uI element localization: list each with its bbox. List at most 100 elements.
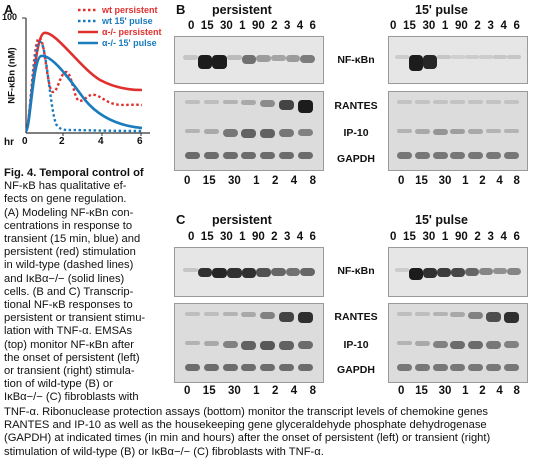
panel-a-letter: A bbox=[4, 2, 14, 17]
gel-lanes-gapdh bbox=[185, 364, 313, 371]
figure-caption: Fig. 4. Temporal control of NF-κB has qu… bbox=[4, 167, 164, 405]
panel-c-label-rantes: RANTES bbox=[334, 311, 378, 323]
panel-a-y-tick: 100 bbox=[2, 12, 18, 22]
band bbox=[300, 268, 316, 276]
wt-pulse-curve bbox=[24, 40, 143, 133]
time-label: 0 bbox=[390, 231, 397, 243]
band bbox=[423, 55, 437, 69]
caption-line: persistent or transient stimu- bbox=[4, 312, 146, 325]
panel-b-label-rantes: RANTES bbox=[334, 100, 378, 112]
band bbox=[279, 312, 295, 322]
band bbox=[450, 364, 466, 371]
panel-c-label-ip10: IP-10 bbox=[343, 339, 369, 351]
panel-a-x-tick-6: 6 bbox=[137, 136, 143, 147]
gel-lanes-rantes bbox=[185, 312, 313, 323]
time-label: 0 bbox=[188, 231, 195, 243]
panel-c-label-emsa: NF-κBn bbox=[337, 265, 375, 277]
panel-a-x-label: hr bbox=[4, 137, 14, 148]
caption-line: in wild-type (dashed lines) bbox=[4, 259, 134, 272]
band bbox=[222, 364, 238, 371]
band bbox=[203, 341, 219, 346]
band bbox=[197, 268, 213, 277]
band bbox=[241, 100, 257, 105]
time-label: 30 bbox=[438, 385, 452, 397]
gel-lanes bbox=[395, 55, 521, 71]
time-label: 1 bbox=[239, 231, 246, 243]
band bbox=[503, 152, 519, 159]
band bbox=[414, 312, 430, 316]
alpha-pulse-curve bbox=[24, 54, 143, 133]
panel-a-plot bbox=[22, 17, 150, 136]
band bbox=[185, 100, 200, 104]
band bbox=[203, 100, 219, 104]
time-label: 4 bbox=[500, 231, 507, 243]
time-label: 4 bbox=[296, 20, 304, 32]
band bbox=[397, 152, 412, 159]
panel-c-rpa-gel-pulse bbox=[388, 303, 528, 383]
panel-b-label-emsa: NF-κBn bbox=[337, 54, 375, 66]
band bbox=[468, 341, 484, 349]
band bbox=[503, 100, 519, 104]
band bbox=[432, 364, 448, 371]
panel-a-y-label: NF-κBn (nM) bbox=[6, 47, 18, 104]
time-label: 15 bbox=[202, 385, 216, 397]
panel-b-rpa-gel-pulse bbox=[388, 91, 528, 171]
band bbox=[468, 364, 484, 371]
time-label: 1 bbox=[253, 175, 260, 187]
band bbox=[300, 55, 316, 63]
band bbox=[279, 100, 295, 110]
band bbox=[451, 268, 465, 277]
panel-c-time-bottom-left: 0 15 30 1 2 4 8 bbox=[184, 385, 316, 397]
band bbox=[397, 341, 412, 345]
band bbox=[183, 55, 198, 60]
panel-c-title-pulse: 15' pulse bbox=[415, 213, 468, 227]
band bbox=[486, 341, 502, 349]
band bbox=[185, 152, 200, 159]
panel-c-title-persistent: persistent bbox=[212, 213, 272, 227]
gel-lanes-gapdh bbox=[185, 152, 313, 159]
band bbox=[486, 312, 502, 322]
band bbox=[432, 312, 448, 316]
legend-label: wt persistent bbox=[102, 4, 158, 15]
band bbox=[279, 129, 295, 137]
band bbox=[222, 312, 238, 316]
band bbox=[185, 341, 200, 345]
band bbox=[241, 341, 257, 350]
time-label: 30 bbox=[219, 20, 233, 32]
band bbox=[241, 312, 257, 317]
time-label: 0 bbox=[188, 20, 195, 32]
time-label: 90 bbox=[251, 231, 265, 243]
band bbox=[414, 364, 430, 371]
time-label: 2 bbox=[271, 175, 279, 187]
time-label: 8 bbox=[309, 385, 316, 397]
caption-full-line: RANTES and IP-10 as well as the housekee… bbox=[4, 419, 487, 432]
caption-line: persistent (red) stimulation bbox=[4, 246, 136, 259]
band bbox=[203, 129, 219, 134]
time-label: 2 bbox=[474, 20, 481, 32]
band bbox=[503, 129, 519, 133]
wt-persistent-curve bbox=[24, 36, 143, 133]
band bbox=[203, 152, 219, 159]
band bbox=[203, 312, 219, 316]
time-label: 3 bbox=[487, 20, 494, 32]
panel-b-title-persistent: persistent bbox=[212, 3, 272, 17]
band bbox=[260, 364, 276, 371]
time-label: 2 bbox=[479, 175, 486, 187]
caption-line: lation with TNF-α. EMSAs bbox=[4, 325, 133, 338]
time-label: 6 bbox=[309, 20, 316, 32]
caption-full-line: (GAPDH) at indicated times (in min and h… bbox=[4, 432, 491, 445]
caption-line: (top) monitor NF-κBn after bbox=[4, 338, 134, 351]
band bbox=[395, 268, 409, 272]
legend-item: wt 15' pulse bbox=[78, 15, 162, 26]
time-label: 30 bbox=[422, 231, 436, 243]
band bbox=[468, 152, 484, 159]
time-label: 4 bbox=[290, 175, 298, 187]
time-label: 0 bbox=[390, 20, 397, 32]
time-label: 15 bbox=[415, 385, 428, 397]
caption-line: cells. (B and C) Transcrip- bbox=[4, 285, 134, 298]
panel-b-title-pulse: 15' pulse bbox=[415, 3, 468, 17]
band bbox=[479, 55, 493, 59]
band bbox=[503, 364, 519, 371]
band bbox=[507, 55, 521, 59]
gel-lanes-gapdh bbox=[397, 152, 519, 159]
